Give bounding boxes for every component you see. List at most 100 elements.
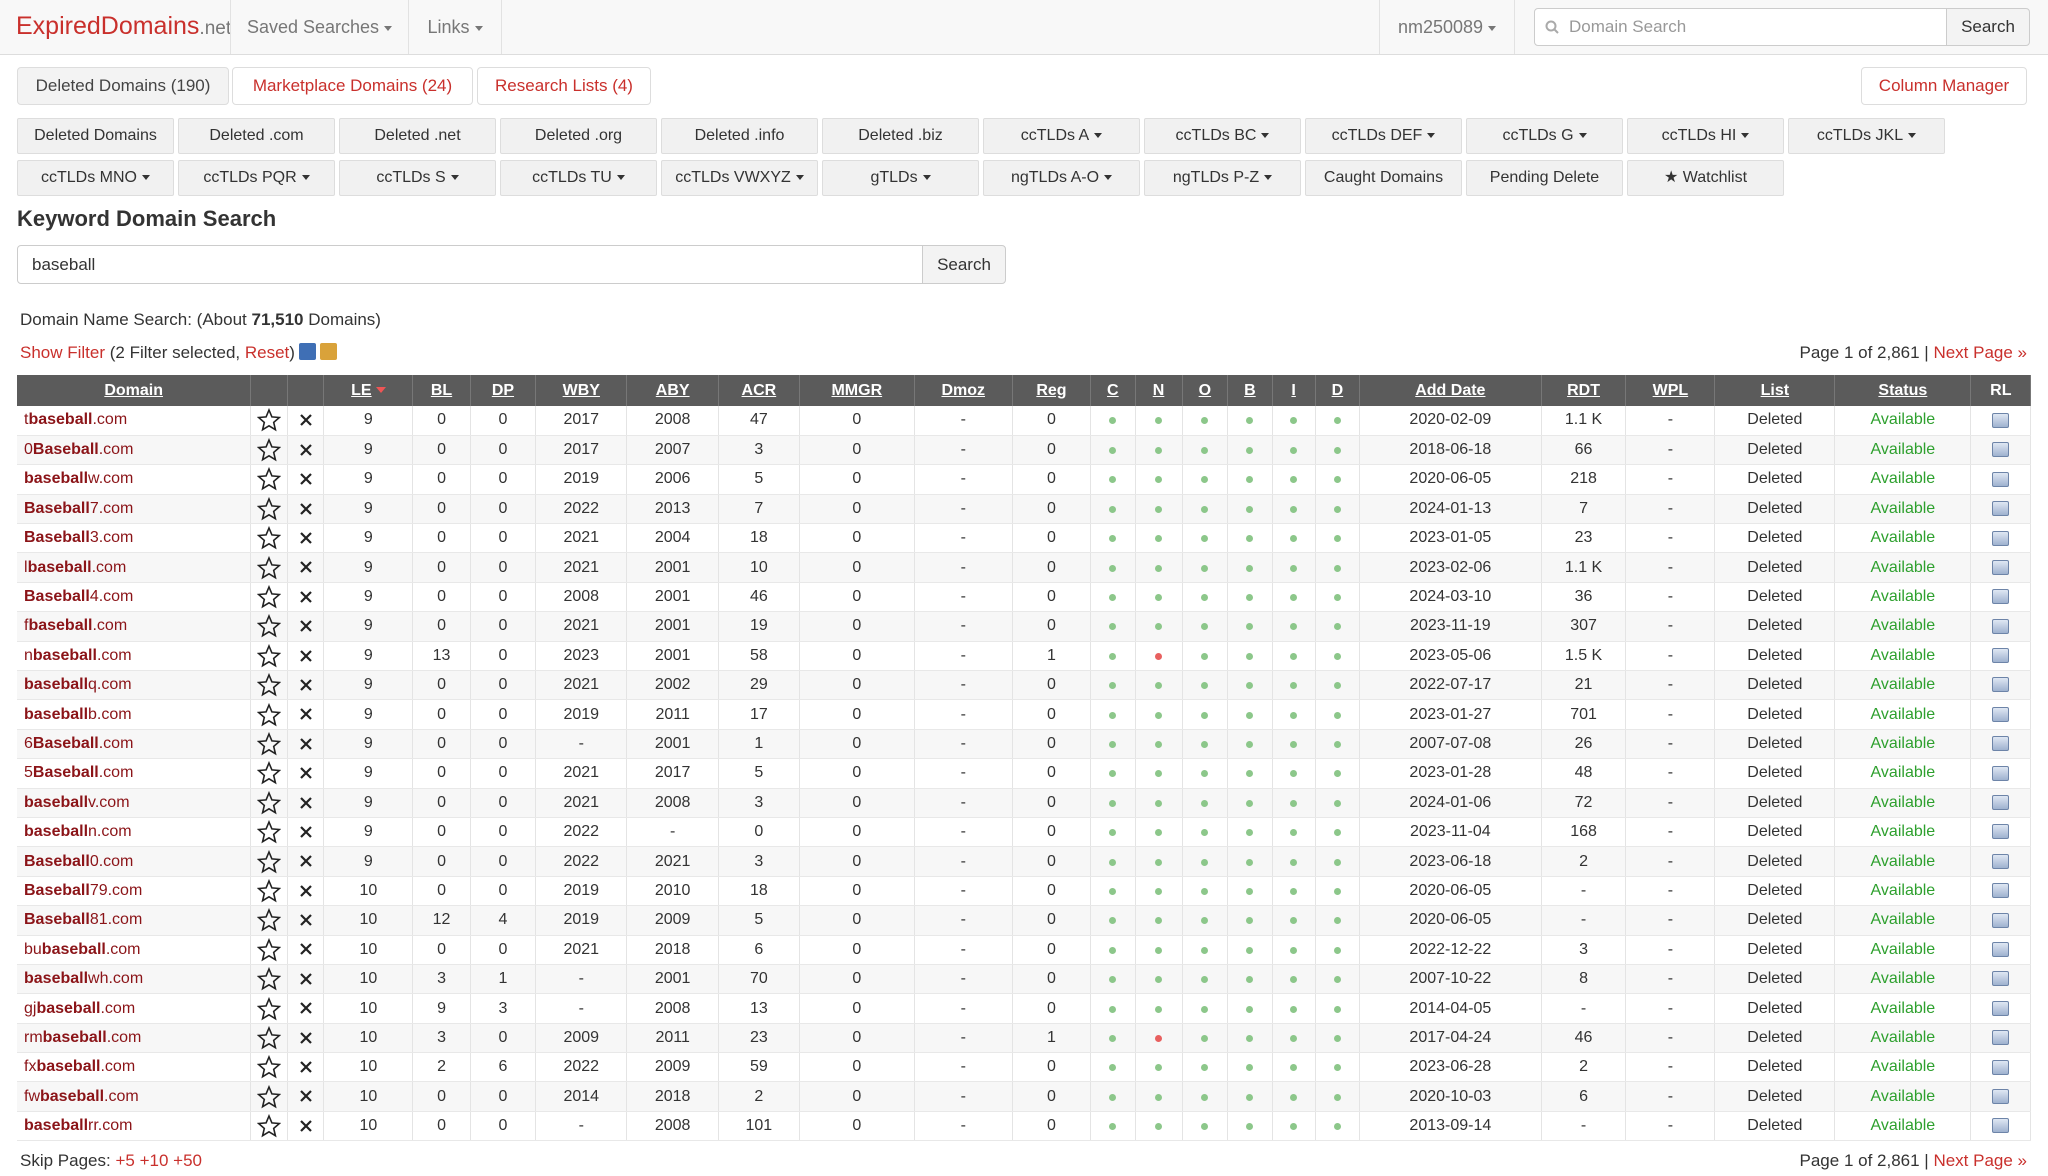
column-header[interactable]: O (1182, 375, 1229, 406)
filter-button[interactable]: Deleted Domains (17, 118, 174, 154)
column-header[interactable]: Domain (17, 375, 252, 406)
column-header[interactable]: RDT (1541, 375, 1627, 406)
domain-link[interactable]: Baseball79.com (24, 881, 143, 899)
column-label[interactable]: ACR (741, 381, 777, 399)
filter-button[interactable]: ★ Watchlist (1627, 160, 1784, 196)
rl-icon[interactable] (1992, 1000, 2010, 1016)
column-header[interactable]: LE (323, 375, 414, 406)
filter-label[interactable]: ccTLDs VWXYZ (675, 169, 804, 186)
star-icon[interactable] (256, 1055, 282, 1079)
domain-link[interactable]: 0Baseball.com (24, 441, 134, 459)
save-icon[interactable] (298, 343, 316, 360)
filter-button[interactable]: gTLDs (822, 160, 979, 196)
rl-icon[interactable] (1992, 853, 2010, 869)
column-header[interactable]: Reg (1012, 375, 1092, 406)
domain-link[interactable]: tbaseball.com (24, 411, 128, 429)
show-filter[interactable]: Show Filter (20, 343, 106, 362)
rl-icon[interactable] (1992, 1059, 2010, 1075)
filter-label[interactable]: ccTLDs HI (1662, 127, 1750, 144)
star-icon[interactable] (256, 496, 282, 521)
filter-label[interactable]: Deleted .biz (858, 127, 943, 144)
search-button[interactable]: Search (1946, 8, 2030, 46)
domain-link[interactable]: baseballwh.com (24, 970, 144, 988)
filter-button[interactable]: ccTLDs S (339, 160, 496, 196)
tab[interactable]: Deleted Domains (190) (17, 67, 229, 105)
column-header[interactable]: WBY (535, 375, 628, 406)
star-icon[interactable] (256, 937, 282, 962)
filter-button[interactable]: ccTLDs PQR (178, 160, 335, 196)
filter-label[interactable]: Pending Delete (1489, 169, 1600, 186)
remove-icon[interactable] (299, 619, 313, 633)
filter-label[interactable]: Deleted Domains (34, 127, 157, 144)
column-label[interactable]: B (1244, 381, 1256, 399)
column-label[interactable]: Reg (1036, 381, 1067, 399)
filter-label[interactable]: ngTLDs P-Z (1173, 169, 1272, 186)
rl-icon[interactable] (1992, 442, 2010, 458)
filter-label[interactable]: ngTLDs A-O (1011, 169, 1112, 186)
domain-link[interactable]: fbaseball.com (24, 617, 128, 635)
nav-item[interactable]: Saved Searches (230, 0, 408, 54)
star-icon[interactable] (256, 908, 282, 932)
domain-link[interactable]: Baseball3.com (24, 529, 134, 547)
filter-label[interactable]: Caught Domains (1323, 169, 1444, 186)
domain-link[interactable]: bubaseball.com (24, 940, 141, 958)
remove-icon[interactable] (299, 707, 313, 721)
column-header[interactable]: B (1227, 375, 1273, 406)
filter-label[interactable]: gTLDs (870, 169, 930, 186)
column-header[interactable]: BL (412, 375, 471, 406)
rl-icon[interactable] (1992, 1030, 2010, 1046)
remove-icon[interactable] (299, 1060, 313, 1074)
rl-icon[interactable] (1992, 736, 2010, 752)
user-name[interactable]: nm250089 (1398, 17, 1496, 37)
column-label[interactable]: D (1331, 381, 1344, 399)
domain-link[interactable]: Baseball81.com (24, 911, 143, 929)
rl-icon[interactable] (1992, 530, 2010, 546)
column-label[interactable]: DP (491, 381, 515, 399)
rl-icon[interactable] (1992, 706, 2010, 722)
column-label[interactable]: WBY (562, 381, 600, 399)
filter-label[interactable]: ccTLDs A (1021, 127, 1102, 144)
column-header[interactable]: Dmoz (914, 375, 1013, 406)
filter-label[interactable]: ★ Watchlist (1663, 169, 1748, 186)
star-icon[interactable] (256, 1025, 282, 1050)
domain-link[interactable]: fxbaseball.com (24, 1058, 136, 1076)
rl-icon[interactable] (1992, 824, 2010, 840)
column-label[interactable]: RL (1990, 381, 2012, 399)
remove-icon[interactable] (299, 472, 313, 486)
remove-icon[interactable] (299, 825, 313, 839)
column-header[interactable]: DP (470, 375, 537, 406)
domain-link[interactable]: Baseball4.com (24, 588, 134, 606)
column-label[interactable]: I (1291, 381, 1296, 399)
filter-label[interactable]: Deleted .net (374, 127, 461, 144)
remove-icon[interactable] (299, 502, 313, 516)
filter-label[interactable]: ccTLDs MNO (41, 169, 150, 186)
filter-button[interactable]: ccTLDs HI (1627, 118, 1784, 154)
filter-button[interactable]: ngTLDs P-Z (1144, 160, 1301, 196)
rl-icon[interactable] (1992, 471, 2010, 487)
reset-link[interactable]: Reset (244, 343, 290, 362)
column-header[interactable]: ABY (626, 375, 719, 406)
remove-icon[interactable] (299, 413, 313, 427)
next-page[interactable]: Next Page » (1933, 1151, 2027, 1170)
remove-icon[interactable] (299, 1089, 313, 1103)
filter-label[interactable]: ccTLDs JKL (1817, 127, 1916, 144)
filter-button[interactable]: Caught Domains (1305, 160, 1462, 196)
filter-button[interactable]: Pending Delete (1466, 160, 1623, 196)
star-icon[interactable] (256, 878, 282, 903)
domain-link[interactable]: 5Baseball.com (24, 764, 134, 782)
remove-icon[interactable] (299, 737, 313, 751)
star-icon[interactable] (256, 1113, 282, 1138)
filter-label[interactable]: ccTLDs BC (1176, 127, 1270, 144)
nav-item[interactable]: Links (408, 0, 502, 54)
filter-button[interactable]: ccTLDs G (1466, 118, 1623, 154)
remove-icon[interactable] (299, 1001, 313, 1015)
domain-link[interactable]: baseballq.com (24, 676, 132, 694)
logo-text[interactable]: ExpiredDomains (16, 12, 200, 40)
star-icon[interactable] (256, 849, 282, 874)
filter-button[interactable]: ngTLDs A-O (983, 160, 1140, 196)
rl-icon[interactable] (1992, 589, 2010, 605)
column-label[interactable]: WPL (1652, 381, 1689, 399)
rl-icon[interactable] (1992, 677, 2010, 693)
domain-search-input[interactable]: Domain Search (1534, 8, 1947, 46)
filter-button[interactable]: ccTLDs A (983, 118, 1140, 154)
